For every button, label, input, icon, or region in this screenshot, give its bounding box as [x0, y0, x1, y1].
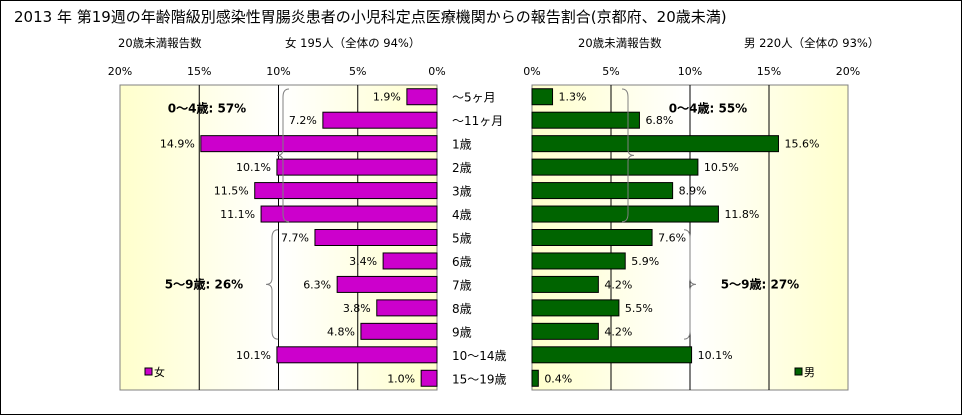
left-count-summary: 女 195人（全体の 94%）: [285, 36, 421, 50]
group-brace: [621, 88, 635, 223]
category-label: 9歳: [452, 325, 472, 339]
category-label: 10～14歳: [452, 349, 507, 363]
data-label: 7.2%: [289, 114, 317, 127]
x-tick-label: 20%: [836, 65, 860, 78]
x-tick-label: 15%: [187, 65, 211, 78]
bar: [531, 275, 599, 293]
data-label: 8.9%: [679, 185, 707, 198]
category-label: 5歳: [452, 232, 472, 246]
data-label: 10.5%: [704, 161, 739, 174]
bar: [531, 346, 693, 364]
data-label: 5.5%: [625, 302, 653, 315]
bar: [336, 275, 438, 293]
data-label: 4.2%: [604, 278, 632, 291]
data-label: 1.9%: [373, 91, 401, 104]
bar: [360, 322, 438, 340]
data-label: 11.8%: [724, 208, 759, 221]
x-tick-label: 0%: [523, 65, 540, 78]
legend-label: 男: [804, 366, 815, 379]
category-label: 3歳: [452, 185, 472, 199]
category-label: 15～19歳: [452, 372, 507, 386]
category-label: 6歳: [452, 255, 472, 269]
bar: [322, 111, 438, 129]
x-tick-label: 10%: [678, 65, 702, 78]
data-label: 10.1%: [236, 161, 271, 174]
bar: [260, 205, 438, 223]
group-label: 0～4歳: 57%: [168, 100, 246, 115]
bar: [531, 229, 653, 246]
x-tick-label: 10%: [266, 65, 290, 78]
bar: [531, 135, 779, 153]
data-label: 4.2%: [604, 325, 632, 338]
category-label: 4歳: [452, 208, 472, 222]
right-count-label: 20歳未満報告数: [578, 36, 662, 50]
data-label: 5.9%: [631, 255, 659, 268]
category-label: 7歳: [452, 278, 472, 292]
bar: [531, 252, 626, 270]
bar: [531, 182, 674, 200]
left-count-label: 20歳未満報告数: [118, 36, 202, 50]
bar: [531, 299, 620, 317]
group-brace: [276, 88, 290, 223]
bar: [531, 88, 554, 106]
bar: [406, 88, 438, 106]
data-label: 10.1%: [698, 349, 733, 362]
group-brace: [265, 229, 279, 340]
data-label: 14.9%: [160, 138, 195, 151]
legend-label: 女: [154, 365, 165, 379]
category-label: ～5ヶ月: [452, 91, 496, 105]
data-label: 11.1%: [220, 208, 255, 221]
chart-title: 2013 年 第19週の年齢階級別感染性胃腸炎患者の小児科定点医療機関からの報告…: [14, 8, 727, 26]
x-tick-label: 15%: [757, 65, 781, 78]
x-tick-label: 20%: [108, 65, 132, 78]
data-label: 4.8%: [327, 325, 355, 338]
bar: [531, 322, 599, 340]
bar: [420, 369, 438, 387]
data-label: 7.6%: [658, 232, 686, 245]
bar: [276, 158, 438, 176]
data-label: 11.5%: [214, 185, 249, 198]
data-label: 15.6%: [784, 138, 819, 151]
bar: [254, 182, 438, 200]
bar: [200, 135, 438, 153]
category-axis: ～5ヶ月 ～11ヶ月 1歳 2歳 3歳 4歳 5歳 6歳 7歳 8歳 9歳 10～14歳 15～19歳: [452, 91, 507, 387]
bar: [276, 346, 438, 364]
x-tick-label: 5%: [602, 65, 619, 78]
bar: [531, 205, 719, 223]
data-label: 1.0%: [387, 372, 415, 385]
category-label: ～11ヶ月: [452, 114, 503, 128]
data-label: 0.4%: [544, 372, 572, 385]
data-label: 3.8%: [343, 302, 371, 315]
data-label: 3.4%: [349, 255, 377, 268]
male-chart: 0% 5% 10% 15% 20% 1.3% 6.8% 15.6% 10.5% 8.9% 11.8%…: [523, 65, 860, 391]
bar: [531, 158, 699, 176]
x-tick-label: 0%: [428, 65, 445, 78]
x-tick-label: 5%: [349, 65, 366, 78]
category-label: 1歳: [452, 138, 472, 152]
data-label: 6.8%: [645, 114, 673, 127]
data-label: 1.3%: [559, 91, 587, 104]
legend-swatch: [144, 367, 153, 376]
bar: [531, 111, 640, 129]
group-label: 5～9歳: 26%: [165, 276, 243, 291]
group-label: 5～9歳: 27%: [721, 276, 799, 291]
group-brace: [683, 229, 697, 340]
legend-swatch: [794, 367, 803, 376]
bar: [382, 252, 438, 270]
data-label: 7.7%: [281, 232, 309, 245]
right-count-summary: 男 220人（全体の 93%）: [744, 36, 880, 50]
bar: [376, 299, 438, 317]
category-label: 8歳: [452, 302, 472, 316]
female-chart: 0% 5% 10% 15% 20% 1.9% 7.2% 14.9% 10.1% 11.5% 11.1…: [108, 65, 446, 391]
bar: [314, 229, 438, 246]
category-label: 2歳: [452, 161, 472, 175]
bar: [531, 369, 539, 387]
data-label: 6.3%: [303, 278, 331, 291]
group-label: 0～4歳: 55%: [669, 100, 747, 115]
data-label: 10.1%: [236, 349, 271, 362]
